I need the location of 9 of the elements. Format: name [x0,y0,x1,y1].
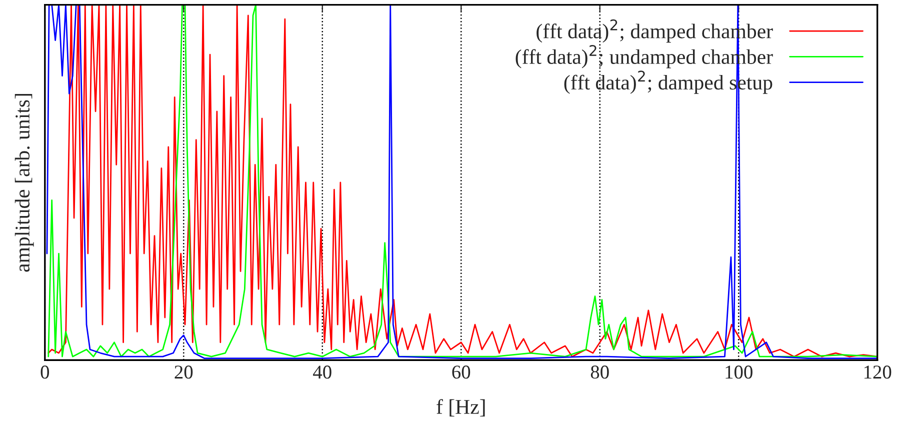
x-tick-label: 0 [40,366,50,379]
x-tick-label: 80 [590,366,609,379]
x-tick-label: 20 [174,366,193,379]
y-axis-title: amplitude [arb. units] [14,94,34,272]
x-tick-label: 120 [864,366,892,379]
x-axis-title: f [Hz] [436,399,485,417]
x-tick-label: 60 [452,366,470,379]
x-tick-label: 40 [313,366,332,379]
x-tick-label: 100 [726,366,752,379]
